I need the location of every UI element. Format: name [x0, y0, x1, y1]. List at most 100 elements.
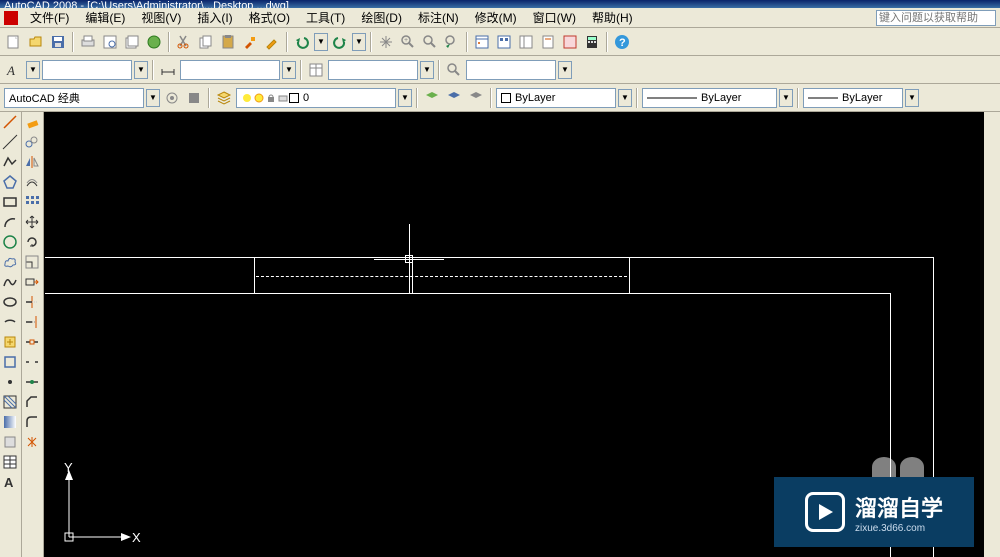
- dimstyle-combo-dd[interactable]: ▼: [282, 61, 296, 79]
- ellipse-arc-icon[interactable]: [0, 312, 20, 332]
- layer-combo[interactable]: 0: [236, 88, 396, 108]
- menu-tools[interactable]: 工具(T): [298, 7, 353, 28]
- polyline-icon[interactable]: [0, 152, 20, 172]
- circle-icon[interactable]: [0, 232, 20, 252]
- layer-dd[interactable]: ▼: [398, 89, 412, 107]
- stretch-icon[interactable]: [22, 272, 42, 292]
- workspace-lock-icon[interactable]: [184, 88, 204, 108]
- menu-modify[interactable]: 修改(M): [467, 7, 525, 28]
- line-icon[interactable]: [0, 112, 20, 132]
- ellipse-icon[interactable]: [0, 292, 20, 312]
- revcloud-icon[interactable]: [0, 252, 20, 272]
- tool-palettes-icon[interactable]: [516, 32, 536, 52]
- make-block-icon[interactable]: [0, 352, 20, 372]
- scale-icon[interactable]: [22, 252, 42, 272]
- redo-dropdown[interactable]: ▼: [352, 33, 366, 51]
- vertical-scrollbar[interactable]: [984, 112, 1000, 557]
- menu-window[interactable]: 窗口(W): [525, 7, 584, 28]
- open-icon[interactable]: [26, 32, 46, 52]
- copy-object-icon[interactable]: [22, 132, 42, 152]
- zoom-realtime-icon[interactable]: +: [398, 32, 418, 52]
- undo-dropdown[interactable]: ▼: [314, 33, 328, 51]
- linetype-combo[interactable]: ByLayer: [642, 88, 777, 108]
- erase-icon[interactable]: [22, 112, 42, 132]
- save-icon[interactable]: [48, 32, 68, 52]
- move-icon[interactable]: [22, 212, 42, 232]
- design-center-icon[interactable]: [494, 32, 514, 52]
- rotate-icon[interactable]: [22, 232, 42, 252]
- workspace-settings-icon[interactable]: [162, 88, 182, 108]
- layer-manager-icon[interactable]: [214, 88, 234, 108]
- mleader-dd[interactable]: ▼: [558, 61, 572, 79]
- lineweight-combo[interactable]: ByLayer: [803, 88, 903, 108]
- point-icon[interactable]: [0, 372, 20, 392]
- help-icon[interactable]: ?: [612, 32, 632, 52]
- menu-help[interactable]: 帮助(H): [584, 7, 641, 28]
- layer-previous-icon[interactable]: [422, 88, 442, 108]
- textstyle-combo[interactable]: [42, 60, 132, 80]
- construction-line-icon[interactable]: [0, 132, 20, 152]
- color-combo[interactable]: ByLayer: [496, 88, 616, 108]
- lineweight-dd[interactable]: ▼: [905, 89, 919, 107]
- new-icon[interactable]: [4, 32, 24, 52]
- break-at-point-icon[interactable]: [22, 332, 42, 352]
- plot-preview-icon[interactable]: [100, 32, 120, 52]
- help-search-input[interactable]: [876, 10, 996, 26]
- copy-icon[interactable]: [196, 32, 216, 52]
- undo-icon[interactable]: [292, 32, 312, 52]
- spline-icon[interactable]: [0, 272, 20, 292]
- linetype-dd[interactable]: ▼: [779, 89, 793, 107]
- break-icon[interactable]: [22, 352, 42, 372]
- polygon-icon[interactable]: [0, 172, 20, 192]
- array-icon[interactable]: [22, 192, 42, 212]
- publish-icon[interactable]: [122, 32, 142, 52]
- tablestyle-combo[interactable]: [328, 60, 418, 80]
- paint-icon[interactable]: [262, 32, 282, 52]
- zoom-window-icon[interactable]: [420, 32, 440, 52]
- textstyle-dd[interactable]: ▼: [26, 61, 40, 79]
- menu-view[interactable]: 视图(V): [133, 7, 189, 28]
- textstyle-icon[interactable]: A: [4, 60, 24, 80]
- menu-edit[interactable]: 编辑(E): [77, 7, 133, 28]
- offset-icon[interactable]: [22, 172, 42, 192]
- menu-dimension[interactable]: 标注(N): [410, 7, 467, 28]
- tablestyle-dd[interactable]: ▼: [420, 61, 434, 79]
- textstyle-combo-dd[interactable]: ▼: [134, 61, 148, 79]
- fillet-icon[interactable]: [22, 412, 42, 432]
- mleaderstyle-icon[interactable]: [444, 60, 464, 80]
- menu-file[interactable]: 文件(F): [22, 7, 77, 28]
- quickcalc-icon[interactable]: [582, 32, 602, 52]
- mleader-combo[interactable]: [466, 60, 556, 80]
- gradient-icon[interactable]: [0, 412, 20, 432]
- mirror-icon[interactable]: [22, 152, 42, 172]
- pan-realtime-icon[interactable]: [376, 32, 396, 52]
- match-props-icon[interactable]: [240, 32, 260, 52]
- zoom-previous-icon[interactable]: [442, 32, 462, 52]
- plot-icon[interactable]: [78, 32, 98, 52]
- sheet-set-icon[interactable]: [538, 32, 558, 52]
- trim-icon[interactable]: [22, 292, 42, 312]
- layer-iso-icon[interactable]: [466, 88, 486, 108]
- color-dd[interactable]: ▼: [618, 89, 632, 107]
- arc-icon[interactable]: [0, 212, 20, 232]
- 3dprint-icon[interactable]: [144, 32, 164, 52]
- region-icon[interactable]: [0, 432, 20, 452]
- tablestyle-icon[interactable]: [306, 60, 326, 80]
- join-icon[interactable]: [22, 372, 42, 392]
- chamfer-icon[interactable]: [22, 392, 42, 412]
- menu-draw[interactable]: 绘图(D): [353, 7, 410, 28]
- dimstyle-icon[interactable]: [158, 60, 178, 80]
- paste-icon[interactable]: [218, 32, 238, 52]
- dimstyle-combo[interactable]: [180, 60, 280, 80]
- insert-block-icon[interactable]: [0, 332, 20, 352]
- explode-icon[interactable]: [22, 432, 42, 452]
- workspace-combo[interactable]: AutoCAD 经典: [4, 88, 144, 108]
- markup-icon[interactable]: [560, 32, 580, 52]
- mtext-icon[interactable]: A: [0, 472, 20, 492]
- properties-icon[interactable]: [472, 32, 492, 52]
- hatch-icon[interactable]: [0, 392, 20, 412]
- cut-icon[interactable]: [174, 32, 194, 52]
- redo-icon[interactable]: [330, 32, 350, 52]
- extend-icon[interactable]: [22, 312, 42, 332]
- menu-insert[interactable]: 插入(I): [189, 7, 240, 28]
